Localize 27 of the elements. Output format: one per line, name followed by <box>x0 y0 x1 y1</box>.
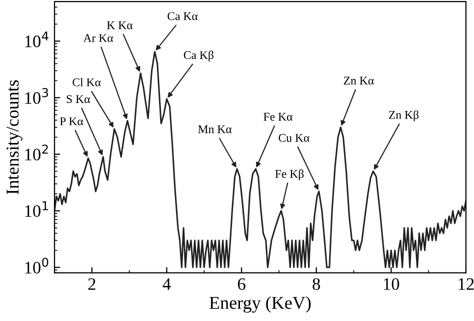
annotation: Fe Kβ <box>275 169 304 180</box>
y-axis-title: Intensity/counts <box>6 80 22 194</box>
annotation: Cu Kα <box>278 134 310 142</box>
annotation: Ca Kβ <box>184 50 214 62</box>
x-tick-label: 10 <box>384 278 400 290</box>
annotation: Mn Kα <box>198 125 232 134</box>
y-tick-label: 10$^{1}$ <box>25 201 48 217</box>
y-tick-label: 10$^{3}$ <box>25 88 48 104</box>
x-tick-label: 4 <box>162 278 171 290</box>
annotation: P Kα <box>60 117 84 126</box>
x-tick-label: 2 <box>88 278 96 290</box>
annotation: Ca Kα <box>168 12 198 20</box>
x-tick-label: 6 <box>238 278 246 290</box>
annotation: Zn Kβ <box>389 110 419 122</box>
annotation: Ar Kα <box>83 34 114 42</box>
x-tick-label: 12 <box>458 278 474 290</box>
annotation: Cl Kα <box>72 78 101 86</box>
annotation: S Kα <box>66 95 90 104</box>
y-tick-label: 10$^{4}$ <box>25 32 48 48</box>
annotation: Fe Kα <box>264 112 292 121</box>
line-series <box>54 50 466 268</box>
y-tick-label: 10$^{0}$ <box>25 258 48 274</box>
y-tick-label: 10$^{2}$ <box>25 144 48 160</box>
annotation: Zn Kα <box>344 76 374 85</box>
x-tick-label: 8 <box>312 278 320 290</box>
x-axis-title: Energy (KeV) <box>210 296 311 313</box>
annotation: K Kα <box>106 21 133 30</box>
